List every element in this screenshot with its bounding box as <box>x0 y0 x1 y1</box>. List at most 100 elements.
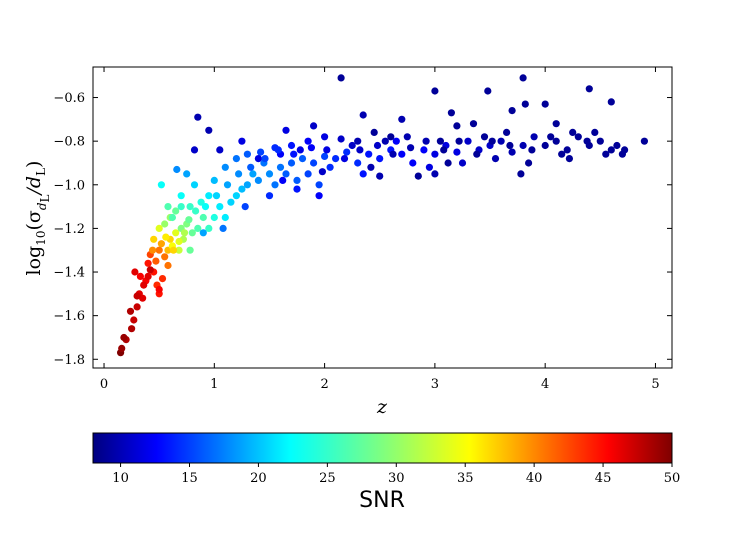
scatter-point <box>519 141 527 150</box>
scatter-point <box>403 133 411 141</box>
scatter-point <box>447 109 455 117</box>
scatter-point <box>398 150 406 158</box>
scatter-point <box>431 150 439 158</box>
scatter-point <box>186 246 194 254</box>
scatter-point <box>265 170 274 178</box>
scatter-point <box>558 150 566 158</box>
x-tick-label: 3 <box>431 377 439 392</box>
scatter-point <box>387 133 395 141</box>
scatter-point <box>473 150 481 158</box>
scatter-point <box>216 203 224 211</box>
scatter-point <box>223 181 232 189</box>
scatter-point <box>307 144 315 152</box>
scatter-point <box>216 146 224 154</box>
scatter-point <box>376 172 384 180</box>
scatter-point <box>194 224 202 232</box>
y-label-open: (σ <box>23 210 45 230</box>
colorbar-tick-label: 15 <box>181 471 198 486</box>
scatter-point <box>157 240 165 248</box>
scatter-point <box>398 115 406 123</box>
scatter-point <box>157 181 165 189</box>
scatter-point <box>128 325 136 333</box>
scatter-point <box>221 163 229 171</box>
scatter-point <box>133 303 141 311</box>
scatter-point <box>133 292 141 300</box>
x-tick-label: 0 <box>100 377 108 392</box>
scatter-point <box>235 170 243 178</box>
scatter-point <box>175 246 183 254</box>
scatter-point <box>172 207 180 215</box>
scatter-point <box>422 137 430 145</box>
scatter-point <box>525 159 533 167</box>
scatter-point <box>508 107 516 115</box>
scatter-point <box>464 137 472 145</box>
y-tick-label: −1.0 <box>53 178 85 193</box>
scatter-point <box>488 137 496 145</box>
colorbar-tick-label: 35 <box>457 471 474 486</box>
scatter-point <box>591 128 599 136</box>
x-axis-ticks: 0 1 2 3 4 5 <box>100 67 660 392</box>
scatter-point <box>140 281 148 289</box>
scatter-point <box>354 137 362 145</box>
scatter-point <box>484 87 492 95</box>
scatter-point <box>168 213 176 222</box>
scatter-point <box>290 150 298 158</box>
scatter-point <box>613 141 621 150</box>
scatter-point <box>455 137 463 145</box>
scatter-point <box>602 150 610 158</box>
scatter-point <box>249 170 257 178</box>
scatter-point <box>146 266 154 274</box>
y-label-prefix-sub: 10 <box>34 231 48 246</box>
scatter-point <box>389 150 397 158</box>
scatter-point <box>279 176 287 184</box>
scatter-point <box>370 128 378 136</box>
scatter-point <box>640 137 649 145</box>
scatter-point <box>574 133 582 141</box>
colorbar-tick-label: 50 <box>664 471 681 486</box>
scatter-point <box>219 224 227 232</box>
scatter-point <box>367 163 375 171</box>
scatter-point <box>569 128 577 136</box>
scatter-point <box>453 148 461 156</box>
scatter-point <box>552 120 560 128</box>
scatter-point <box>356 146 364 154</box>
scatter-point <box>436 137 444 145</box>
scatter-point <box>199 229 207 237</box>
scatter-point <box>517 170 525 178</box>
scatter-point <box>118 344 126 352</box>
scatter-point <box>287 141 296 150</box>
scatter-point <box>188 229 196 237</box>
colorbar-label: SNR <box>359 488 405 513</box>
scatter-point <box>194 113 202 121</box>
scatter-point <box>212 192 221 200</box>
scatter-point <box>232 155 240 163</box>
x-axis-label: z <box>376 396 388 418</box>
scatter-point <box>164 203 172 211</box>
x-tick-label: 5 <box>651 377 659 392</box>
y-tick-label: −1.4 <box>53 266 85 281</box>
y-tick-label: −0.8 <box>53 135 85 150</box>
x-tick-label: 4 <box>541 377 549 392</box>
scatter-point <box>310 159 318 167</box>
colorbar-tick-label: 20 <box>250 471 267 486</box>
scatter-point <box>491 155 500 163</box>
plot-frame <box>92 66 673 369</box>
scatter-point <box>376 155 384 163</box>
scatter-point <box>192 207 200 215</box>
scatter-point <box>337 135 345 143</box>
scatter-point <box>296 146 304 154</box>
scatter-point <box>254 155 262 163</box>
scatter-point <box>155 224 163 232</box>
scatter-point <box>190 146 199 154</box>
scatter-point <box>508 148 516 156</box>
scatter-point <box>453 122 461 130</box>
scatter-points <box>117 74 649 357</box>
scatter-point <box>185 216 193 224</box>
scatter-point <box>254 176 262 184</box>
scatter-point <box>315 181 323 189</box>
scatter-point <box>173 165 181 174</box>
scatter-point <box>304 137 312 145</box>
scatter-point <box>596 137 604 145</box>
scatter-point <box>197 198 205 206</box>
colorbar-tick-label: 30 <box>388 471 405 486</box>
